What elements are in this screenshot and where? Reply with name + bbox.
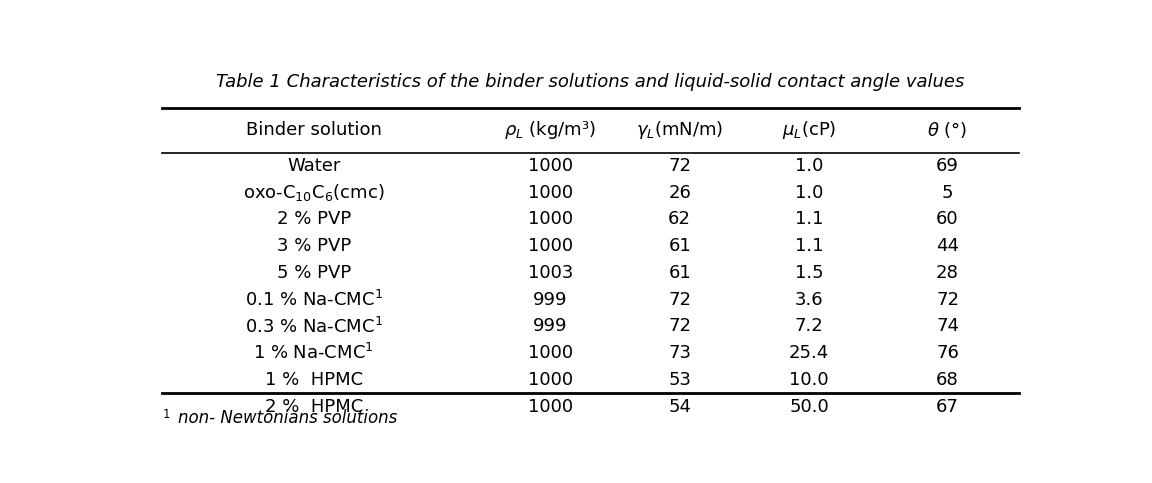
Text: 1.0: 1.0 xyxy=(795,184,824,201)
Text: 1000: 1000 xyxy=(528,211,573,228)
Text: 73: 73 xyxy=(668,344,691,362)
Text: $\mu_L$(cP): $\mu_L$(cP) xyxy=(782,119,836,142)
Text: 5 % PVP: 5 % PVP xyxy=(276,264,350,282)
Text: 999: 999 xyxy=(533,291,568,309)
Text: 2 % PVP: 2 % PVP xyxy=(276,211,350,228)
Text: 1000: 1000 xyxy=(528,398,573,416)
Text: 69: 69 xyxy=(937,157,958,175)
Text: 68: 68 xyxy=(937,371,958,389)
Text: $\theta$ (°): $\theta$ (°) xyxy=(927,120,968,141)
Text: 53: 53 xyxy=(668,371,691,389)
Text: 1000: 1000 xyxy=(528,157,573,175)
Text: 72: 72 xyxy=(668,317,691,336)
Text: 5: 5 xyxy=(942,184,953,201)
Text: Table 1 Characteristics of the binder solutions and liquid-solid contact angle v: Table 1 Characteristics of the binder so… xyxy=(217,73,964,91)
Text: 76: 76 xyxy=(937,344,958,362)
Text: 1000: 1000 xyxy=(528,237,573,255)
Text: 10.0: 10.0 xyxy=(789,371,829,389)
Text: 72: 72 xyxy=(668,157,691,175)
Text: 1000: 1000 xyxy=(528,184,573,201)
Text: 72: 72 xyxy=(668,291,691,309)
Text: 1.1: 1.1 xyxy=(795,211,824,228)
Text: 54: 54 xyxy=(668,398,691,416)
Text: 60: 60 xyxy=(937,211,958,228)
Text: 1.1: 1.1 xyxy=(795,237,824,255)
Text: $\gamma_L$(mN/m): $\gamma_L$(mN/m) xyxy=(636,119,723,142)
Text: 7.2: 7.2 xyxy=(795,317,824,336)
Text: 74: 74 xyxy=(937,317,958,336)
Text: 1003: 1003 xyxy=(528,264,573,282)
Text: 61: 61 xyxy=(668,264,691,282)
Text: 50.0: 50.0 xyxy=(789,398,829,416)
Text: 0.3 % Na-CMC$^1$: 0.3 % Na-CMC$^1$ xyxy=(244,316,382,337)
Text: 1 %  HPMC: 1 % HPMC xyxy=(265,371,363,389)
Text: 1000: 1000 xyxy=(528,371,573,389)
Text: 25.4: 25.4 xyxy=(789,344,829,362)
Text: 1 % Na-CMC$^1$: 1 % Na-CMC$^1$ xyxy=(253,343,374,363)
Text: 3 % PVP: 3 % PVP xyxy=(276,237,350,255)
Text: 44: 44 xyxy=(937,237,958,255)
Text: 28: 28 xyxy=(937,264,958,282)
Text: 1000: 1000 xyxy=(528,344,573,362)
Text: 72: 72 xyxy=(937,291,958,309)
Text: 999: 999 xyxy=(533,317,568,336)
Text: 26: 26 xyxy=(668,184,691,201)
Text: 67: 67 xyxy=(937,398,958,416)
Text: $^1$: $^1$ xyxy=(161,410,172,429)
Text: $\rho_L$ (kg/m³): $\rho_L$ (kg/m³) xyxy=(505,119,596,142)
Text: 1.5: 1.5 xyxy=(795,264,824,282)
Text: non- Newtonians solutions: non- Newtonians solutions xyxy=(177,410,397,427)
Text: 2 %  HPMC: 2 % HPMC xyxy=(265,398,363,416)
Text: 3.6: 3.6 xyxy=(795,291,824,309)
Text: 62: 62 xyxy=(668,211,691,228)
Text: oxo-C$_{10}$C$_6$(cmc): oxo-C$_{10}$C$_6$(cmc) xyxy=(243,182,385,203)
Text: Water: Water xyxy=(287,157,340,175)
Text: 1.0: 1.0 xyxy=(795,157,824,175)
Text: 0.1 % Na-CMC$^1$: 0.1 % Na-CMC$^1$ xyxy=(244,290,382,310)
Text: Binder solution: Binder solution xyxy=(245,122,381,140)
Text: 61: 61 xyxy=(668,237,691,255)
